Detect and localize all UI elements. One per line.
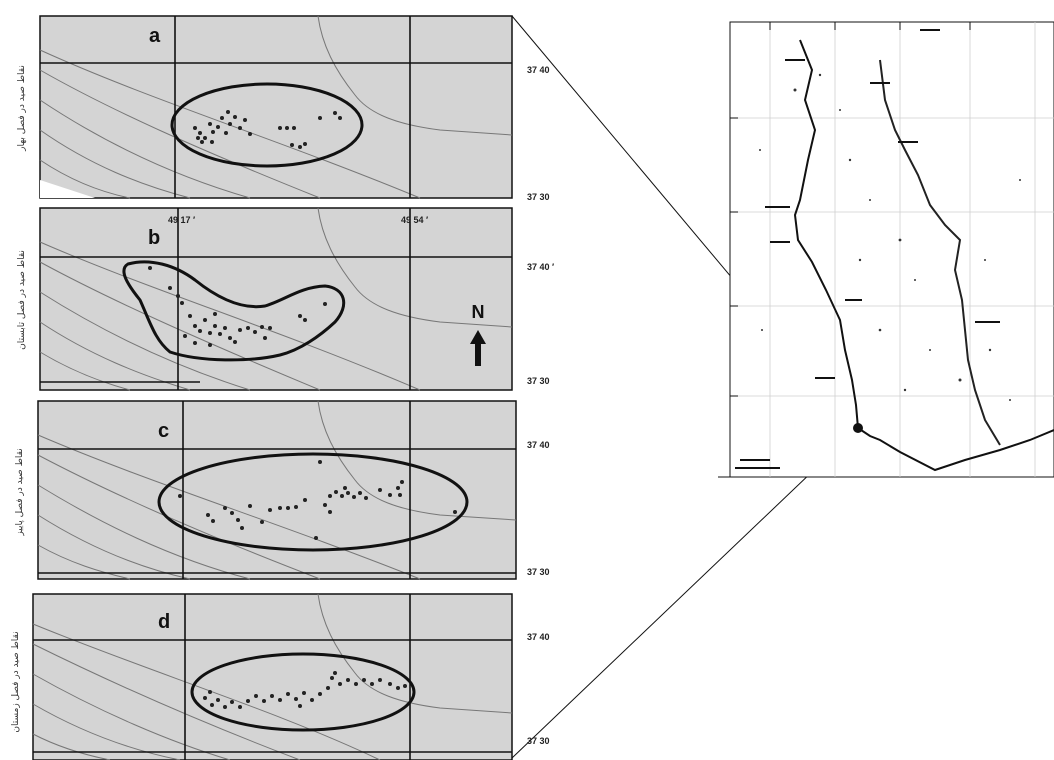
catch-points-a	[193, 110, 342, 149]
north-arrow: N	[470, 302, 486, 366]
coastline-west	[793, 39, 1054, 472]
study-area-marker	[853, 423, 863, 433]
panel-b: N	[39, 207, 513, 391]
panel-d-lat-bottom: 37 30	[527, 736, 550, 746]
panel-a	[39, 15, 513, 199]
panel-a-lat-bottom: 37 30	[527, 192, 550, 202]
panel-c-season-label: نقاط صید در فصل پاییز	[15, 448, 25, 536]
overview-map	[718, 21, 1054, 478]
catch-points-d	[203, 671, 407, 709]
panel-a-season-label: نقاط صید در فصل بهار	[17, 65, 27, 152]
panel-b-lat-bottom: 37 30	[527, 376, 550, 386]
coastline-east	[879, 59, 1001, 446]
panel-b-season-label: نقاط صید در فصل تابستان	[17, 250, 27, 350]
panel-b-letter: b	[148, 227, 160, 249]
panel-c	[37, 400, 517, 580]
north-arrow-icon	[470, 330, 486, 366]
catch-area-ellipse-c	[157, 452, 469, 552]
longitude-label-west: 49 17 ′	[168, 215, 195, 225]
connector-line-bottom	[511, 427, 859, 759]
catch-area-outline-b	[122, 260, 346, 362]
catch-area-ellipse-a	[170, 82, 364, 168]
svg-text:N: N	[472, 302, 485, 322]
panel-b-lat-top: 37 40 ′	[527, 262, 554, 272]
catch-points-c	[178, 460, 457, 540]
panel-d-lat-top: 37 40	[527, 632, 550, 642]
panel-a-lat-top: 37 40	[527, 65, 550, 75]
panel-d	[32, 593, 513, 760]
panel-d-letter: d	[158, 611, 170, 633]
panel-d-season-label: نقاط صید در فصل زمستان	[11, 631, 21, 732]
panel-a-letter: a	[149, 25, 161, 47]
longitude-label-east: 49 54 ′	[401, 215, 428, 225]
panel-c-lat-bottom: 37 30	[527, 567, 550, 577]
catch-points-b	[148, 266, 327, 347]
panel-c-lat-top: 37 40	[527, 440, 550, 450]
catch-area-ellipse-d	[190, 652, 416, 732]
panel-c-letter: c	[158, 420, 169, 442]
